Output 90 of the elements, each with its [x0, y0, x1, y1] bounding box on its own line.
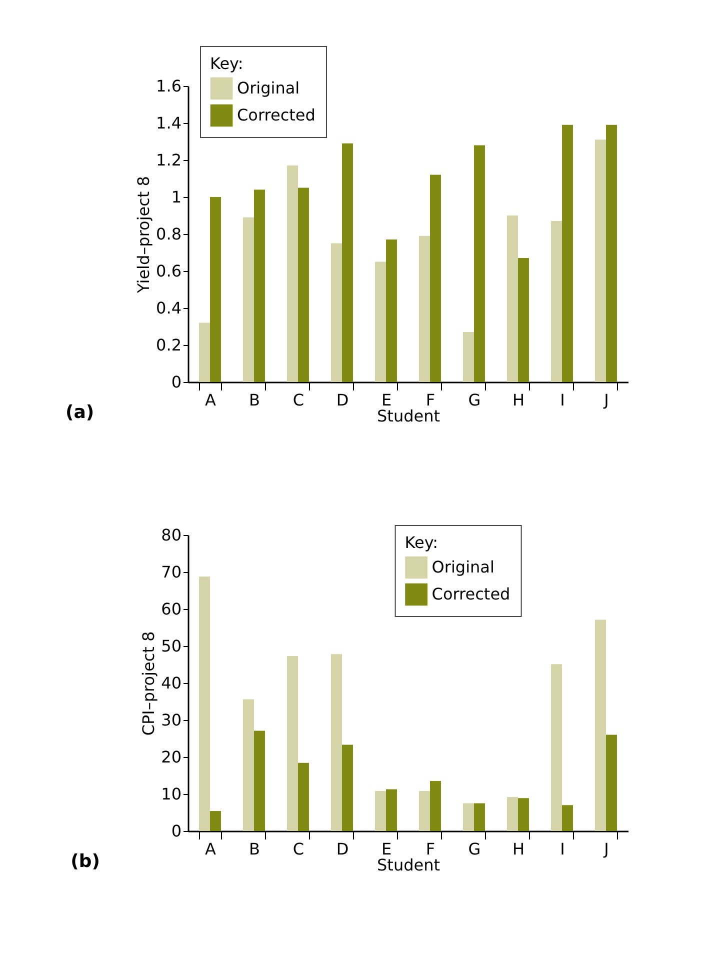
bar: [595, 620, 606, 831]
bar: [474, 803, 485, 831]
bar: [518, 798, 529, 831]
legend-label: Original: [237, 78, 300, 98]
text: (a): [66, 402, 94, 423]
x-axis-title: Student: [377, 856, 440, 874]
x-tick-label: E: [381, 390, 392, 410]
y-tick-label: 50: [161, 636, 182, 656]
legend-label: Corrected: [237, 106, 316, 124]
bar: [243, 699, 254, 831]
bar: [199, 322, 210, 382]
y-tick-label: 1: [171, 188, 182, 206]
bar: [342, 143, 353, 382]
y-tick-label: 80: [161, 526, 182, 544]
y-tick-label: 60: [161, 600, 182, 618]
y-tick-label: 0: [171, 372, 182, 392]
bar: [287, 166, 298, 382]
x-tick-label: J: [603, 390, 609, 410]
x-tick-label: A: [205, 840, 216, 858]
bar: [474, 145, 485, 382]
bar: [331, 243, 342, 382]
bar: [210, 197, 221, 382]
x-tick-label: G: [468, 840, 481, 858]
bar: [518, 258, 529, 382]
bar: [331, 654, 342, 831]
bar: [254, 730, 265, 831]
text: (b): [70, 851, 100, 872]
bar: [375, 791, 386, 831]
x-tick-label: B: [249, 390, 260, 410]
y-tick-label: 0.4: [156, 298, 182, 318]
x-tick-label: H: [512, 390, 525, 410]
bar: [551, 664, 562, 831]
bar: [430, 781, 441, 831]
bar: [463, 332, 474, 382]
bar: [199, 576, 210, 831]
bar: [463, 803, 474, 831]
bar: [210, 811, 221, 831]
y-tick-label: 0: [171, 822, 182, 840]
bar: [287, 656, 298, 831]
x-tick-label: B: [249, 840, 260, 858]
legend-title: Key:: [210, 54, 244, 73]
x-tick-label: I: [560, 840, 565, 858]
x-tick-label: F: [426, 390, 436, 410]
legend-label: Original: [432, 558, 494, 576]
x-tick-label: C: [292, 390, 304, 410]
bar: [562, 124, 573, 382]
bar: [386, 240, 397, 382]
x-tick-label: F: [426, 840, 436, 858]
x-tick-label: I: [560, 390, 565, 410]
y-tick-label: 20: [161, 748, 182, 766]
y-axis-title: Yield–project 8: [134, 176, 154, 294]
x-tick-label: D: [336, 840, 349, 858]
x-tick-label: G: [468, 390, 481, 410]
bar: [243, 217, 254, 382]
bar: [430, 174, 441, 382]
x-tick-label: C: [292, 840, 304, 858]
bar: [507, 216, 518, 382]
bar: [254, 190, 265, 382]
bar: [562, 805, 573, 831]
y-tick-label: 1.4: [156, 114, 182, 132]
y-tick-label: 40: [161, 674, 182, 692]
x-tick-label: A: [205, 390, 216, 410]
bar: [595, 140, 606, 382]
y-tick-label: 1.6: [156, 76, 182, 96]
y-tick-label: 30: [161, 710, 182, 730]
bar: [419, 791, 430, 831]
bar: [606, 734, 617, 831]
y-tick-label: 0.8: [156, 224, 182, 244]
bar: [375, 262, 386, 382]
bar: [298, 762, 309, 831]
bar: [342, 744, 353, 831]
x-tick-label: D: [336, 390, 349, 410]
y-tick-label: 70: [161, 562, 182, 582]
y-tick-label: 10: [161, 784, 182, 804]
y-tick-label: 0.6: [156, 262, 182, 280]
bar: [606, 124, 617, 382]
legend-label: Corrected: [432, 584, 510, 604]
x-tick-label: E: [381, 840, 392, 858]
x-tick-label: H: [512, 840, 525, 858]
bar: [298, 188, 309, 382]
x-tick-label: J: [603, 840, 609, 858]
bar: [419, 236, 430, 382]
legend-title: Key:: [404, 533, 438, 552]
bar: [386, 789, 397, 831]
y-tick-label: 0.2: [156, 336, 182, 354]
bar: [507, 796, 518, 831]
x-axis-title: Student: [377, 406, 440, 426]
y-tick-label: 1.2: [156, 150, 182, 170]
bar: [551, 221, 562, 382]
y-axis-title: CPI–project 8: [139, 631, 158, 736]
